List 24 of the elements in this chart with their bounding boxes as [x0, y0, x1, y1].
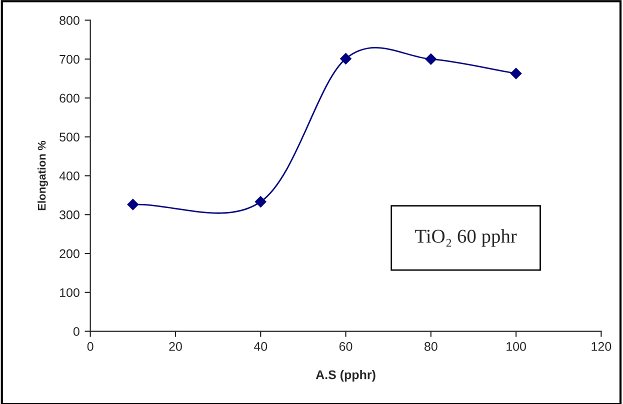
y-tick-label: 0	[73, 327, 80, 336]
point	[127, 198, 139, 210]
point	[425, 53, 437, 65]
x-tick-label: 0	[87, 342, 94, 351]
x-tick-label: 120	[592, 342, 612, 351]
x-axis-title: A.S (pphr)	[316, 370, 376, 382]
y-tick-label: 100	[60, 288, 80, 298]
y-tick-label: 700	[60, 54, 80, 64]
x-tick-label: 40	[254, 342, 268, 351]
y-tick-label: 400	[59, 172, 80, 180]
y-tick-label: 300	[60, 210, 80, 220]
x-tick-label: 20	[169, 342, 182, 351]
y-axis-title: Elongation %	[38, 140, 48, 210]
x-tick-label: 100	[506, 342, 526, 351]
point	[340, 53, 352, 64]
y-tick-label: 800	[60, 16, 80, 25]
y-tick-label: 200	[60, 249, 80, 258]
x-tick-label: 80	[424, 342, 438, 351]
point	[510, 68, 522, 80]
y-tick-label: 600	[60, 94, 80, 103]
y-tick-label: 500	[60, 132, 80, 142]
point	[255, 196, 266, 208]
x-tick-label: 60	[339, 342, 352, 351]
annotation: TiO₂ 60 pphr	[415, 229, 517, 247]
